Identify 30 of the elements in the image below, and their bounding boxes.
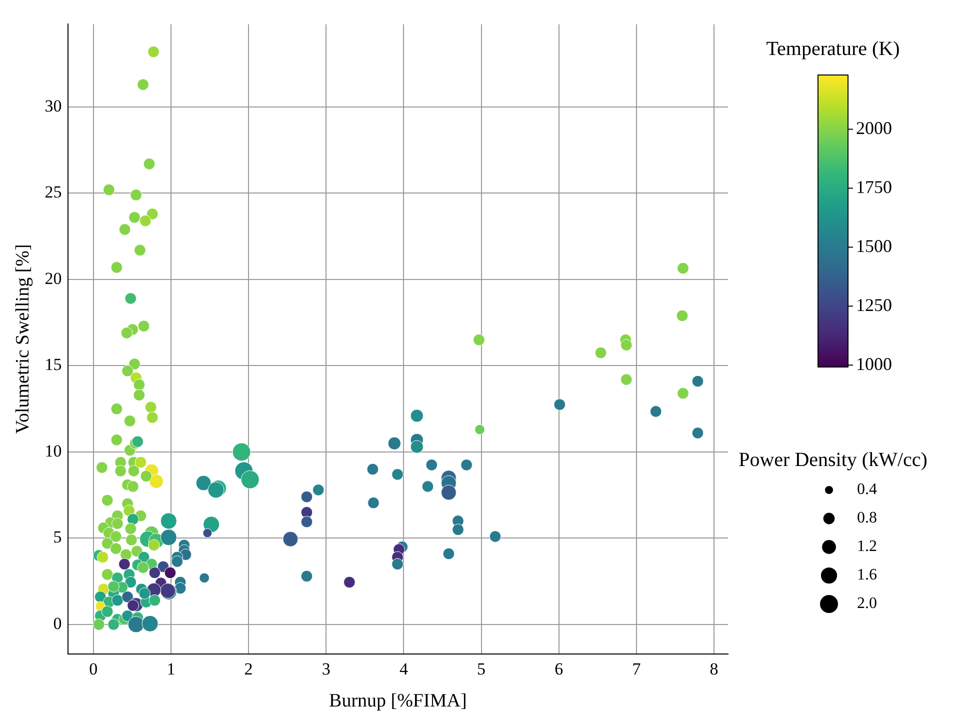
y-tick-label: 25: [44, 182, 62, 202]
y-tick-label: 30: [44, 96, 62, 116]
legend-title: Power Density (kW/cc): [738, 449, 928, 471]
y-axis-title: Volumetric Swelling [%]: [12, 244, 34, 434]
x-tick-label: 1: [166, 659, 176, 678]
y-tick-label: 20: [44, 268, 62, 288]
color-bar-label: 1000: [856, 354, 892, 374]
legend-label: 1.2: [857, 538, 877, 556]
legend-label: 2.0: [857, 595, 877, 612]
x-tick-label: 8: [710, 659, 718, 678]
color-bar-label: 1500: [856, 236, 892, 256]
color-bar-label: 2000: [856, 118, 892, 138]
x-tick-label: 0: [89, 659, 98, 678]
x-tick-label: 4: [399, 659, 408, 678]
legend-label: 1.6: [857, 566, 877, 584]
x-tick-label: 3: [322, 659, 330, 678]
y-tick-label: 10: [44, 441, 62, 460]
color-bar-title: Temperature (K): [766, 38, 900, 60]
legend-label: 0.4: [857, 481, 877, 498]
x-tick-label: 2: [244, 659, 253, 678]
x-tick-label: 7: [632, 659, 642, 678]
color-bar-label: 1750: [856, 176, 892, 197]
color-bar-label: 1250: [856, 294, 892, 315]
y-tick-label: 0: [53, 614, 62, 633]
x-axis-title: Burnup [%FIMA]: [329, 690, 467, 712]
y-tick-label: 15: [44, 355, 62, 374]
x-tick-label: 6: [554, 659, 564, 678]
y-tick-label: 5: [53, 528, 62, 547]
x-tick-label: 5: [477, 659, 486, 678]
legend-label: 0.8: [857, 510, 877, 527]
